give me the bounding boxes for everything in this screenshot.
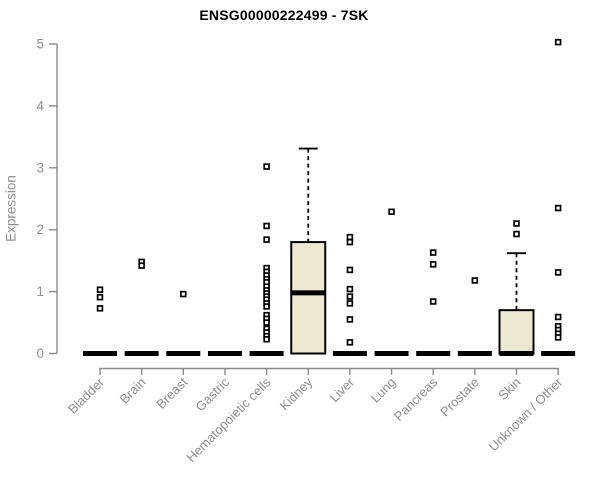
outlier-point-liver [346,339,354,346]
outlier-point-liver [346,233,354,241]
x-tick-label-kidney: Kidney [277,374,316,413]
outlier-point-unknown-other [554,204,562,212]
outlier-point-hematopoietic-cells [263,319,270,326]
chart-title: ENSG00000222499 - 7SK [199,7,369,23]
outlier-point-bladder [96,286,104,293]
zero-median-bar-hematopoietic-cells [249,351,284,356]
x-tick-label-prostate: Prostate [437,375,482,420]
x-tick-label-pancreas: Pancreas [391,374,441,424]
x-tick-label-gastric: Gastric [192,374,232,414]
outlier-point-unknown-other [554,334,562,341]
outlier-point-lung [388,208,395,215]
y-tick-label: 0 [36,346,44,361]
zero-median-bar-pancreas [416,351,451,356]
box-kidney [290,241,327,355]
box-skin [498,309,535,355]
y-tick-label: 2 [36,222,44,237]
median-line-skin [499,351,534,356]
outlier-point-liver [346,300,354,307]
outlier-point-breast [180,290,187,298]
outlier-point-hematopoietic-cells [263,236,270,243]
zero-median-bar-unknown-other [541,351,576,356]
outlier-point-liver [346,285,354,293]
y-tick-label: 3 [36,160,44,175]
x-tick-label-breast: Breast [153,374,190,411]
outlier-point-hematopoietic-cells [263,303,270,310]
outlier-point-liver [346,266,354,274]
zero-median-bar-bladder [83,351,117,356]
zero-median-bar-brain [124,351,159,356]
outlier-point-bladder [96,293,104,301]
x-tick-label-liver: Liver [326,374,357,405]
outlier-point-bladder [96,305,104,312]
outlier-point-liver [346,293,354,300]
y-tick-label: 5 [36,37,44,52]
outlier-point-unknown-other [554,313,562,321]
outlier-point-unknown-other [554,269,562,276]
x-tick-label-unknown-other: Unknown / Other [486,374,566,454]
outlier-point-pancreas [429,249,437,256]
zero-median-bar-breast [166,351,201,356]
outlier-point-skin [513,220,520,227]
zero-median-bar-gastric [207,351,242,356]
x-tick-label-lung: Lung [368,375,399,406]
outlier-point-skin [513,230,520,238]
zero-median-bar-prostate [457,351,492,356]
y-tick-label: 1 [36,284,44,299]
outlier-point-pancreas [429,298,437,305]
outlier-point-liver [346,316,354,323]
x-tick-label-skin: Skin [495,375,523,403]
zero-median-bar-liver [332,351,367,356]
outlier-point-liver [346,238,354,246]
outlier-point-unknown-other [554,38,562,46]
outlier-point-brain [138,262,145,269]
median-line-kidney [291,290,326,296]
outlier-point-prostate [471,277,479,284]
outlier-point-pancreas [429,261,437,268]
outlier-point-hematopoietic-cells [263,163,270,170]
x-tick-label-bladder: Bladder [65,374,108,417]
outlier-point-hematopoietic-cells [263,336,270,343]
zero-median-bar-lung [374,351,409,356]
outlier-point-hematopoietic-cells [263,222,270,230]
y-tick-label: 4 [36,98,44,113]
x-tick-label-brain: Brain [117,375,149,407]
